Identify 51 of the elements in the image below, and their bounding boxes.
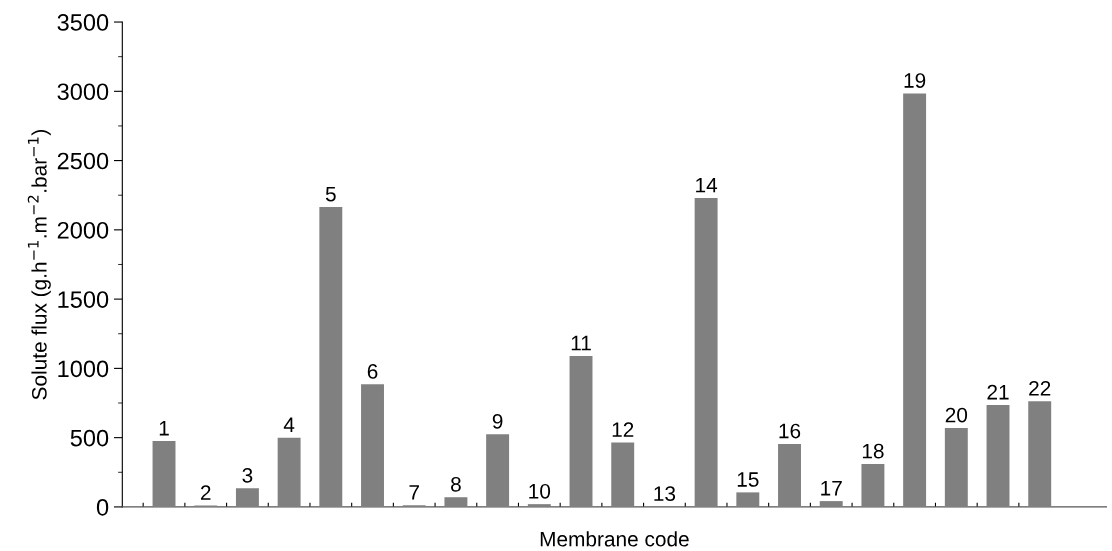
bar (1028, 401, 1052, 507)
y-tick-label: 3000 (57, 83, 109, 101)
x-axis-title: Membrane code (540, 531, 689, 547)
x-tick-label: 22 (1029, 380, 1051, 396)
x-tick-label: 16 (779, 423, 801, 439)
y-tick-label: 3500 (57, 14, 109, 31)
x-tick-label: 3 (242, 467, 253, 483)
bar (361, 384, 384, 507)
y-tick-label: 500 (70, 429, 109, 447)
x-tick-label: 19 (904, 73, 926, 88)
x-tick-label: 20 (945, 407, 968, 423)
bar (444, 497, 468, 507)
bar (861, 463, 885, 507)
x-tick-label: 14 (696, 177, 718, 193)
bar (152, 441, 176, 507)
y-tick-label: 0 (96, 498, 109, 516)
x-tick-label: 5 (325, 186, 336, 202)
y-tick-label: 1000 (58, 360, 109, 378)
x-tick-label: 18 (862, 443, 884, 459)
y-tick-label: 2000 (57, 221, 109, 239)
bar (778, 443, 801, 507)
x-tick-label: 2 (200, 485, 211, 500)
x-tick-label: 12 (612, 422, 634, 437)
bar (319, 206, 343, 507)
bar (736, 492, 760, 507)
bar (527, 504, 551, 507)
x-tick-label: 15 (737, 472, 759, 487)
x-tick-label: 11 (571, 335, 591, 351)
bar (235, 488, 259, 507)
x-tick-label: 4 (283, 417, 295, 432)
x-tick-label: 6 (367, 364, 378, 379)
x-tick-label: 21 (987, 384, 1009, 400)
y-axis-title: Solute flux (g.h$^{−1}$.m$^{−2}$.bar$^{−1}$) (27, 129, 51, 400)
bar (986, 405, 1010, 507)
bar (277, 437, 301, 507)
y-tick-label: 2500 (57, 152, 109, 170)
x-tick-label: 13 (654, 486, 676, 501)
x-tick-label: 1 (159, 421, 169, 436)
x-tick-label: 9 (492, 413, 503, 429)
x-tick-label: 7 (409, 485, 419, 500)
bar (903, 93, 927, 507)
bar (486, 434, 510, 507)
bar (569, 355, 593, 507)
bar (944, 427, 968, 507)
x-tick-label: 10 (529, 483, 551, 499)
y-tick-label: 1500 (58, 291, 109, 308)
x-tick-label: 17 (821, 481, 842, 496)
bar (819, 501, 843, 507)
bar (694, 197, 718, 507)
bar (611, 442, 635, 507)
x-tick-label: 8 (451, 476, 461, 492)
